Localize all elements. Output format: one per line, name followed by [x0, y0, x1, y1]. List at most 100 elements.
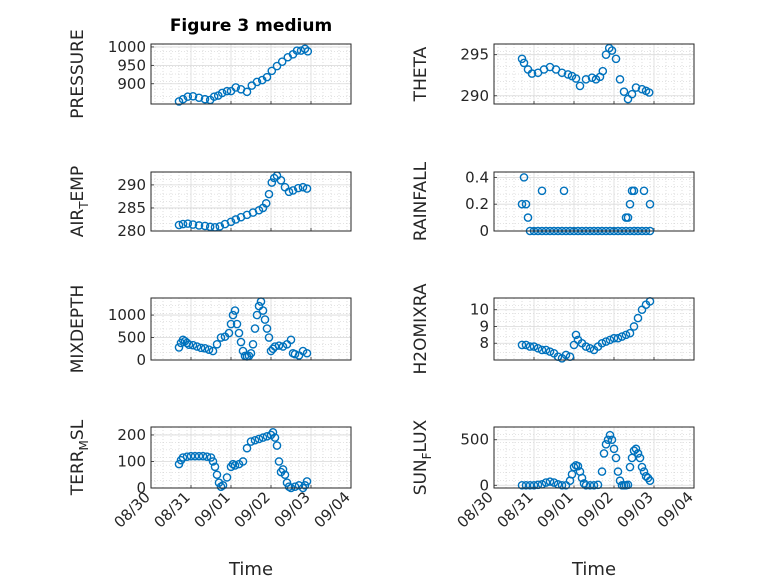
data-point	[601, 337, 611, 346]
data-point	[226, 217, 236, 227]
data-point	[242, 87, 252, 97]
data-point	[248, 339, 258, 349]
y-tick-label: 500	[460, 431, 489, 449]
data-point	[218, 481, 228, 490]
data-point	[639, 186, 649, 196]
data-point	[302, 184, 312, 193]
data-point	[645, 199, 655, 209]
data-point	[230, 306, 240, 315]
data-point	[208, 346, 218, 356]
data-point	[290, 349, 300, 359]
data-point	[210, 462, 220, 472]
y-tick-label: 950	[117, 56, 146, 74]
x-tick-label: 09/03	[271, 488, 314, 531]
data-point	[284, 187, 294, 197]
data-point	[639, 467, 649, 476]
data-point	[230, 461, 240, 470]
data-point	[262, 431, 272, 441]
data-point	[204, 345, 214, 354]
data-point	[587, 73, 597, 82]
data-point	[260, 315, 270, 324]
subplot-air: 280 285 290 AIRTEMP	[68, 166, 352, 240]
data-point	[209, 92, 219, 101]
data-point	[188, 340, 198, 350]
data-point	[198, 451, 208, 461]
data-point	[262, 72, 272, 82]
data-point	[619, 87, 629, 96]
data-point	[302, 348, 312, 358]
data-point	[200, 221, 210, 231]
y-tick-label: 1000	[108, 38, 146, 56]
data-point	[557, 480, 567, 490]
data-point	[224, 328, 234, 338]
data-point	[264, 189, 274, 199]
y-axis-label: TERRMSL	[68, 419, 91, 496]
data-point	[200, 344, 210, 353]
data-point	[521, 199, 531, 209]
xlabel-right: Time	[571, 559, 616, 580]
data-point	[277, 57, 287, 66]
data-point	[222, 86, 232, 96]
data-point	[635, 453, 645, 463]
data-point	[184, 340, 194, 350]
data-point	[605, 335, 615, 345]
data-point	[559, 186, 569, 196]
subplot-terr: 0 100 200 TERRMSL 08/3008/3109/0109/0209/030…	[68, 419, 354, 531]
data-point	[581, 480, 591, 490]
data-point	[276, 175, 286, 185]
data-point	[521, 480, 531, 490]
data-point	[232, 319, 242, 329]
data-point	[231, 215, 241, 224]
data-point	[205, 222, 215, 232]
data-point	[293, 183, 303, 193]
axes-frame	[493, 426, 695, 489]
data-point	[246, 437, 256, 446]
y-axis-label: SUNFLUX	[411, 419, 434, 495]
data-point	[270, 342, 280, 351]
y-tick-label: 9	[479, 317, 489, 335]
data-point	[231, 83, 241, 92]
data-point	[262, 324, 272, 333]
y-tick-label: 8	[479, 334, 489, 352]
data-point	[228, 459, 238, 469]
data-point	[613, 333, 623, 343]
data-point	[597, 338, 607, 348]
data-point	[194, 451, 204, 461]
data-point	[196, 343, 206, 353]
y-tick-label: 900	[117, 75, 146, 93]
x-tick-label: 09/01	[191, 488, 234, 531]
data-point	[188, 91, 198, 101]
data-point	[589, 480, 599, 490]
data-point	[303, 47, 313, 56]
data-point	[577, 473, 587, 483]
subplot-theta: 290 295 THETA	[411, 43, 695, 105]
data-point	[645, 476, 655, 486]
data-point	[217, 88, 227, 98]
data-point	[633, 449, 643, 458]
data-point	[234, 328, 244, 338]
x-tick-label: 08/30	[111, 488, 154, 531]
y-axis-label: RAINFALL	[411, 161, 431, 241]
data-point	[581, 75, 591, 84]
data-point	[192, 342, 202, 351]
data-point	[629, 186, 639, 196]
data-point	[637, 84, 647, 94]
data-point	[607, 435, 617, 445]
axes-frame	[150, 171, 352, 232]
xlabel-left: Time	[228, 559, 273, 580]
data-point	[212, 470, 222, 480]
data-point	[549, 478, 559, 487]
data-point	[178, 94, 188, 104]
data-point	[258, 433, 268, 442]
data-point	[216, 333, 226, 342]
data-point	[585, 343, 595, 353]
data-point	[517, 199, 527, 209]
data-point	[252, 77, 262, 87]
data-point	[601, 50, 611, 59]
y-tick-label: 100	[117, 452, 146, 470]
data-point	[525, 342, 535, 351]
y-tick-label: 0.4	[465, 168, 489, 186]
data-point	[537, 345, 547, 355]
